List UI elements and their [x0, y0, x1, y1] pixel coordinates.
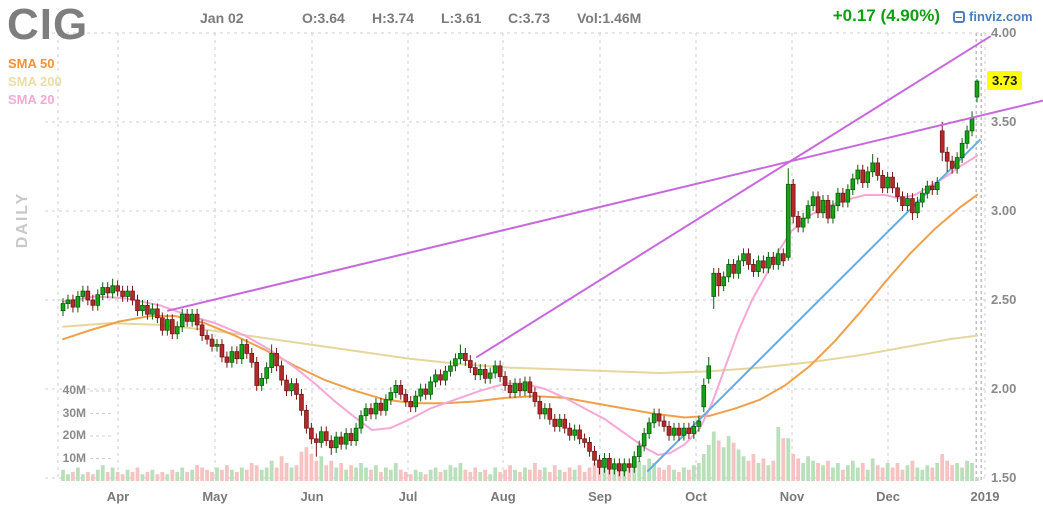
price-tick-label: 1.50: [991, 470, 1017, 485]
month-label: May: [202, 489, 228, 504]
volume-bars: [61, 427, 979, 481]
gridlines: [45, 32, 986, 481]
legend-sma20: SMA 20: [8, 92, 55, 107]
volume-tick-label: 30M: [62, 405, 86, 420]
month-label: Jul: [398, 489, 418, 504]
timeframe-label: DAILY: [14, 191, 31, 249]
price-tick-label: 3.50: [991, 114, 1017, 129]
candles: [60, 79, 980, 477]
month-label: Apr: [106, 489, 130, 504]
steep-uptrend-line: [476, 35, 991, 358]
month-label: Aug: [490, 489, 516, 504]
ticker-symbol: CIG: [7, 0, 89, 49]
month-label: Jun: [300, 489, 324, 504]
price-tick-label: 2.00: [991, 381, 1017, 396]
sma200-line: [62, 322, 978, 374]
quote-low: L:3.61: [441, 10, 482, 26]
price-tick-label: 3.00: [991, 203, 1017, 218]
month-label: Nov: [779, 489, 805, 504]
quote-volume: Vol:1.46M: [577, 10, 642, 26]
finviz-link[interactable]: finviz.com: [953, 9, 1033, 24]
price-tick-label: 4.00: [991, 25, 1017, 40]
last-price-badge: 3.73: [987, 71, 1023, 90]
legend-sma50: SMA 50: [8, 56, 55, 71]
price-change: +0.17 (4.90%): [832, 6, 940, 25]
quote-high: H:3.74: [372, 10, 415, 26]
quote-date: Jan 02: [200, 10, 244, 26]
long-uptrend-line: [167, 99, 1043, 312]
finviz-link-label: finviz.com: [969, 9, 1033, 24]
month-label: Sep: [588, 489, 612, 504]
month-label: 2019: [970, 489, 1000, 504]
quote-close: C:3.73: [508, 10, 551, 26]
month-label: Dec: [876, 489, 900, 504]
finviz-logo-icon: [953, 10, 965, 23]
support-trend-line: [647, 138, 981, 472]
quote-open: O:3.64: [302, 10, 345, 26]
volume-tick-label: 10M: [62, 450, 86, 465]
volume-tick-label: 40M: [62, 383, 86, 397]
volume-tick-label: 20M: [62, 428, 86, 442]
month-label: Oct: [685, 489, 707, 504]
sma50-line: [62, 193, 978, 419]
price-tick-label: 2.50: [991, 292, 1017, 307]
legend-sma200: SMA 200: [8, 74, 62, 89]
